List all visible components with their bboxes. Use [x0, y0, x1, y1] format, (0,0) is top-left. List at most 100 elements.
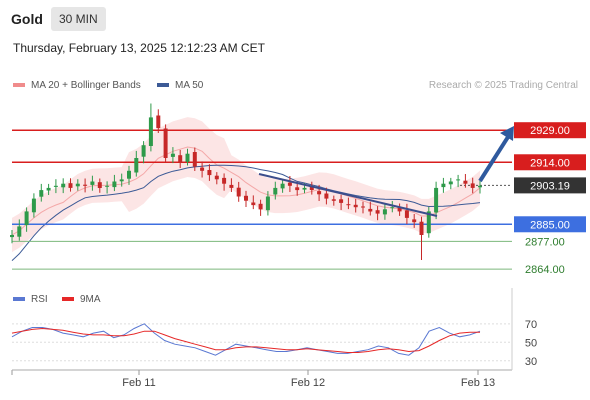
- candle-body: [273, 187, 278, 195]
- candle-body: [302, 187, 307, 190]
- candle-body: [280, 183, 285, 189]
- level-label-box: [514, 177, 586, 194]
- candle-body: [331, 199, 336, 201]
- candle-body: [170, 153, 175, 157]
- candle-body: [456, 179, 461, 181]
- candle-body: [46, 187, 51, 191]
- candle-body: [236, 187, 241, 197]
- candle-body: [339, 199, 344, 203]
- chart-header: Gold 30 MIN: [0, 0, 590, 36]
- candle-body: [295, 187, 300, 191]
- ma20-line: [11, 146, 481, 236]
- candle-body: [251, 202, 256, 206]
- candle-body: [309, 186, 314, 190]
- x-tick-label: Feb 13: [461, 377, 495, 389]
- chart-credit: Research © 2025 Trading Central: [428, 80, 578, 91]
- candle-body: [192, 152, 197, 167]
- projection-arrow-head: [500, 126, 514, 141]
- candle-body: [31, 198, 36, 213]
- level-label-text: 2914.00: [530, 157, 570, 169]
- legend-bollinger-label: MA 20 + Bollinger Bands: [31, 80, 141, 91]
- candle-body: [200, 167, 205, 171]
- candle-body: [287, 182, 292, 186]
- candle-body: [53, 185, 58, 187]
- level-label-text: 2885.00: [530, 219, 570, 231]
- candle-body: [426, 211, 431, 234]
- candle-body: [134, 158, 139, 173]
- candle-body: [214, 175, 219, 180]
- legend-ma9: 9MA: [62, 294, 101, 305]
- candle-body: [346, 204, 351, 206]
- x-tick-label: Feb 12: [291, 377, 325, 389]
- level-label-text: 2929.00: [530, 125, 570, 137]
- candle-body: [441, 183, 446, 188]
- legend-ma50-swatch: [157, 83, 169, 88]
- rsi-line: [11, 323, 481, 356]
- candle-body: [470, 183, 475, 188]
- candle-body: [24, 211, 29, 226]
- candle-body: [375, 210, 380, 214]
- rsi-level-label: 50: [525, 337, 537, 349]
- candle-body: [207, 170, 212, 176]
- bollinger-band-area: [12, 117, 480, 253]
- candle-body: [39, 190, 44, 197]
- legend-rsi-label: RSI: [31, 294, 48, 305]
- level-label-text: 2877.00: [525, 236, 565, 248]
- candle-body: [353, 204, 358, 208]
- candle-body: [258, 203, 263, 210]
- legend-ma50-label: MA 50: [175, 80, 204, 91]
- trend-line: [258, 173, 438, 217]
- candle-body: [141, 145, 146, 157]
- level-label-text: 2864.00: [525, 264, 565, 276]
- x-tick-label: Feb 11: [122, 377, 155, 389]
- candle-body: [244, 195, 248, 201]
- candle-body: [17, 226, 22, 237]
- candle-body: [83, 184, 88, 186]
- level-label-text: 2903.19: [530, 180, 570, 192]
- candle-body: [412, 219, 417, 223]
- rsi-level-label: 30: [525, 356, 537, 368]
- candle-body: [156, 115, 161, 129]
- candle-body: [382, 209, 387, 215]
- candle-body: [112, 181, 117, 188]
- candle-body: [229, 184, 234, 188]
- candle-body: [148, 117, 153, 146]
- candle-body: [265, 196, 270, 211]
- candle-body: [419, 221, 424, 235]
- candle-body: [368, 208, 373, 212]
- legend-bollinger: MA 20 + Bollinger Bands: [13, 80, 141, 91]
- candle-body: [178, 155, 183, 163]
- candle-body: [75, 183, 80, 187]
- candle-body: [361, 206, 365, 208]
- candle-body: [324, 193, 329, 199]
- level-label-box: [514, 154, 586, 171]
- legend-ma9-label: 9MA: [80, 294, 101, 305]
- timestamp: Thursday, February 13, 2025 12:12:23 AM …: [13, 41, 265, 55]
- candle-body: [317, 191, 322, 195]
- candle-body: [463, 180, 468, 184]
- candle-body: [397, 207, 402, 212]
- projection-arrow-shaft: [478, 135, 510, 183]
- legend-bollinger-swatch: [13, 83, 25, 88]
- candle-body: [448, 181, 453, 185]
- candle-body: [478, 185, 482, 188]
- level-label-box: [514, 122, 586, 139]
- rsi-ma9-line: [11, 327, 480, 353]
- candle-body: [127, 170, 131, 179]
- candle-body: [163, 128, 168, 158]
- candle-body: [222, 177, 227, 184]
- rsi-level-label: 70: [525, 319, 537, 331]
- legend-ma9-swatch: [62, 297, 74, 302]
- legend-ma50: MA 50: [157, 80, 203, 91]
- candle-body: [61, 183, 66, 188]
- candle-body: [404, 210, 409, 218]
- timeframe-badge[interactable]: 30 MIN: [51, 7, 106, 31]
- symbol-title: Gold: [11, 11, 43, 27]
- candle-body: [105, 185, 110, 187]
- ma50-line: [11, 164, 481, 261]
- candle-body: [68, 183, 73, 188]
- candle-body: [10, 235, 14, 238]
- level-label-box: [514, 216, 586, 233]
- candle-body: [434, 187, 439, 213]
